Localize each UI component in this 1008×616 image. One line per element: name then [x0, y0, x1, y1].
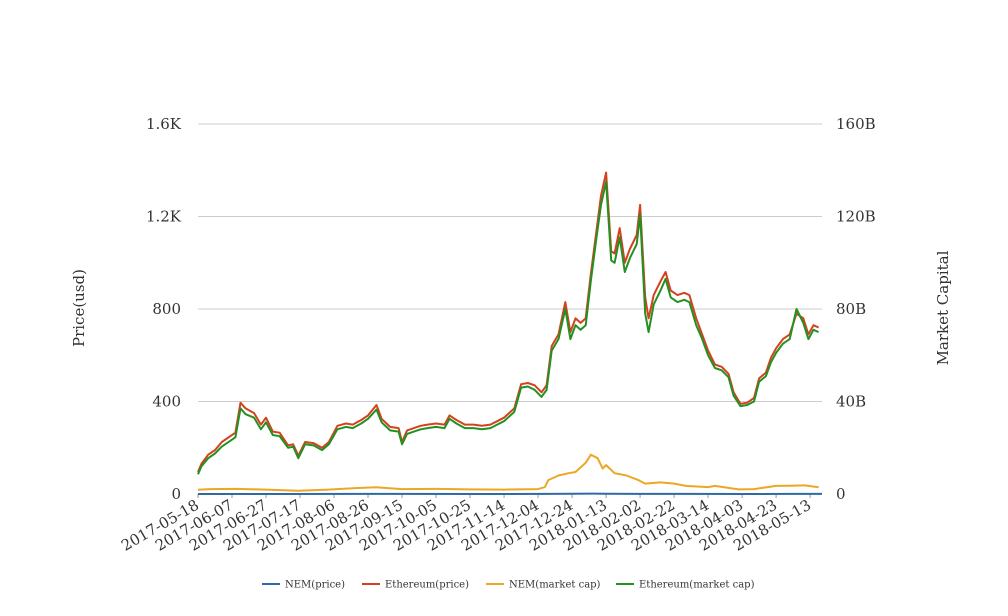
right-tick-label: 40B — [836, 393, 866, 411]
legend-label: Ethereum(market cap) — [639, 580, 755, 591]
right-tick-label: 160B — [836, 115, 876, 133]
series-line-2 — [197, 453, 819, 492]
legend: NEM(price) Ethereum(price) NEM(market cap)… — [262, 580, 755, 591]
legend-item: Ethereum(market cap) — [616, 580, 755, 591]
right-tick-label: 80B — [836, 300, 866, 318]
series-line-1 — [197, 171, 820, 473]
left-tick-label: 400 — [152, 393, 181, 411]
x-axis-ticks: 2017-05-182017-06-072017-06-272017-07-17… — [118, 494, 814, 555]
left-tick-label: 1.6K — [146, 115, 182, 133]
left-tick-label: 1.2K — [146, 208, 182, 226]
grid — [198, 123, 822, 495]
right-axis-title: Market Capital — [934, 250, 952, 365]
legend-item: NEM(price) — [262, 580, 345, 591]
legend-label: Ethereum(price) — [385, 580, 469, 591]
left-tick-label: 0 — [171, 485, 181, 503]
legend-item: Ethereum(price) — [362, 580, 469, 591]
left-tick-label: 800 — [152, 300, 181, 318]
right-tick-label: 0 — [836, 485, 846, 503]
right-axis-ticks: 0 40B 80B 120B 160B — [836, 115, 876, 503]
series-line-3 — [197, 180, 820, 475]
legend-label: NEM(market cap) — [509, 580, 601, 591]
legend-item: NEM(market cap) — [486, 580, 601, 591]
right-tick-label: 120B — [836, 208, 876, 226]
left-axis-ticks: 0 400 800 1.2K 1.6K — [146, 115, 182, 503]
legend-label: NEM(price) — [285, 580, 345, 591]
left-axis-title: Price(usd) — [70, 269, 88, 347]
series-lines — [197, 171, 822, 495]
